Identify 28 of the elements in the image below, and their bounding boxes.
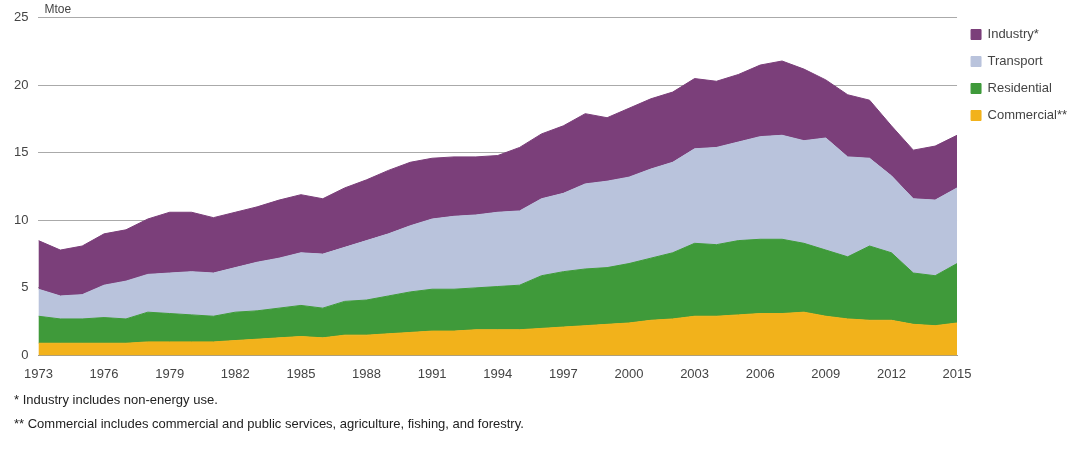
x-tick-label: 2015 (942, 365, 972, 381)
legend-label: Transport (987, 53, 1044, 69)
x-tick-label: 2009 (811, 365, 841, 381)
y-tick-label: 10 (13, 211, 29, 227)
x-tick-label: 2012 (876, 365, 906, 381)
legend-label: Industry* (987, 26, 1039, 42)
x-tick-label: 1982 (220, 365, 250, 381)
legend-label: Commercial** (987, 107, 1068, 123)
x-tick-label: 2006 (745, 365, 775, 381)
text: ** Commercial includes commercial and public services, agriculture, fishing, and forestry. (14, 416, 524, 431)
x-tick-label: 1988 (352, 365, 381, 381)
x-tick-label: 1979 (155, 365, 185, 381)
legend-label: Residential (987, 80, 1052, 96)
y-tick-label: 5 (21, 279, 29, 295)
y-axis-title: Mtoe (44, 2, 72, 17)
x-tick-label: 1973 (24, 365, 53, 381)
x-tick-label: 1976 (89, 365, 119, 381)
x-tick-label: 1991 (417, 365, 447, 381)
y-tick-label: 20 (13, 76, 29, 92)
x-tick-label: 2003 (680, 365, 710, 381)
y-tick-label: 25 (13, 9, 29, 25)
x-tick-label: 2000 (614, 365, 644, 381)
text: * Industry includes non-energy use. (14, 392, 219, 407)
y-tick-label: 0 (21, 346, 29, 362)
y-tick-label: 15 (13, 144, 29, 160)
x-tick-label: 1994 (483, 365, 513, 381)
x-tick-label: 1997 (548, 365, 578, 381)
x-tick-label: 1985 (286, 365, 316, 381)
